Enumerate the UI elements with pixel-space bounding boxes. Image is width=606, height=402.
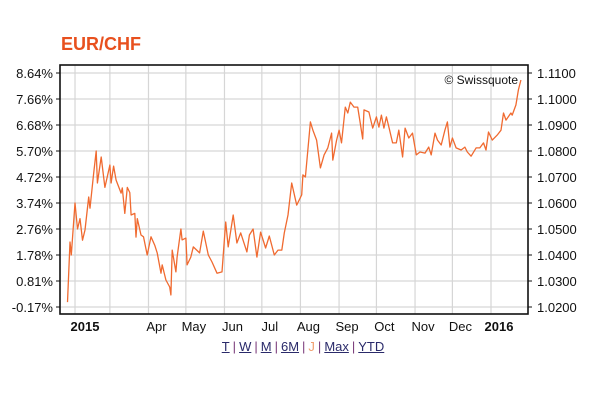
- link-separator: |: [274, 339, 278, 354]
- right-tick-label: 1.0500: [537, 222, 577, 237]
- left-tick-label: 3.74%: [16, 196, 53, 211]
- right-tick-label: 1.0900: [537, 118, 577, 133]
- left-tick-label: 2.76%: [16, 222, 53, 237]
- x-tick-label: 2015: [71, 319, 100, 334]
- x-tick-label: Oct: [374, 319, 395, 334]
- left-tick-label: 1.78%: [16, 248, 53, 263]
- left-tick-label: 7.66%: [16, 92, 53, 107]
- range-link-6m[interactable]: 6M: [280, 339, 300, 354]
- right-tick-label: 1.0800: [537, 144, 577, 159]
- x-tick-label: Jul: [262, 319, 279, 334]
- series-line: [66, 79, 522, 303]
- x-tick-label: Dec: [449, 319, 473, 334]
- x-tick-label: May: [182, 319, 207, 334]
- credit-label: © Swissquote: [444, 73, 518, 87]
- plot-frame: [59, 64, 529, 315]
- x-tick-label: Aug: [297, 319, 320, 334]
- x-tick-label: 2016: [485, 319, 514, 334]
- link-separator: |: [254, 339, 258, 354]
- left-tick-label: -0.17%: [12, 300, 54, 315]
- x-tick-label: Nov: [411, 319, 435, 334]
- chart-title: EUR/CHF: [61, 34, 141, 54]
- range-link-ytd[interactable]: YTD: [358, 339, 385, 354]
- left-tick-label: 4.72%: [16, 170, 53, 185]
- right-tick-label: 1.0200: [537, 300, 577, 315]
- range-link-j[interactable]: J: [308, 339, 315, 354]
- right-tick-label: 1.0600: [537, 196, 577, 211]
- axis-ticks: 1.1100 8.64% 1.1000 7.66% 1.0900 6.68% 1.0800 5…: [12, 66, 577, 334]
- right-tick-label: 1.0300: [537, 274, 577, 289]
- x-tick-label: Jun: [222, 319, 243, 334]
- link-separator: |: [232, 339, 237, 354]
- left-tick-label: 5.70%: [16, 144, 53, 159]
- range-selector: T | W | M | 6M | J | Max | YTD: [0, 339, 606, 354]
- right-tick-label: 1.0400: [537, 248, 577, 263]
- left-tick-label: 8.64%: [16, 66, 53, 81]
- right-tick-label: 1.0700: [537, 170, 577, 185]
- x-tick-label: Apr: [146, 319, 167, 334]
- right-tick-label: 1.1100: [537, 66, 576, 81]
- link-separator: |: [317, 339, 322, 354]
- left-tick-label: 0.81%: [16, 274, 53, 289]
- link-separator: |: [351, 339, 356, 354]
- range-link-max[interactable]: Max: [324, 339, 349, 354]
- range-link-w[interactable]: W: [239, 339, 252, 354]
- right-tick-label: 1.1000: [537, 92, 577, 107]
- link-separator: |: [302, 339, 306, 354]
- range-link-m[interactable]: M: [260, 339, 272, 354]
- gridlines: [60, 65, 528, 314]
- x-tick-label: Sep: [335, 319, 358, 334]
- range-link-t[interactable]: T: [221, 339, 230, 354]
- left-tick-label: 6.68%: [16, 118, 53, 133]
